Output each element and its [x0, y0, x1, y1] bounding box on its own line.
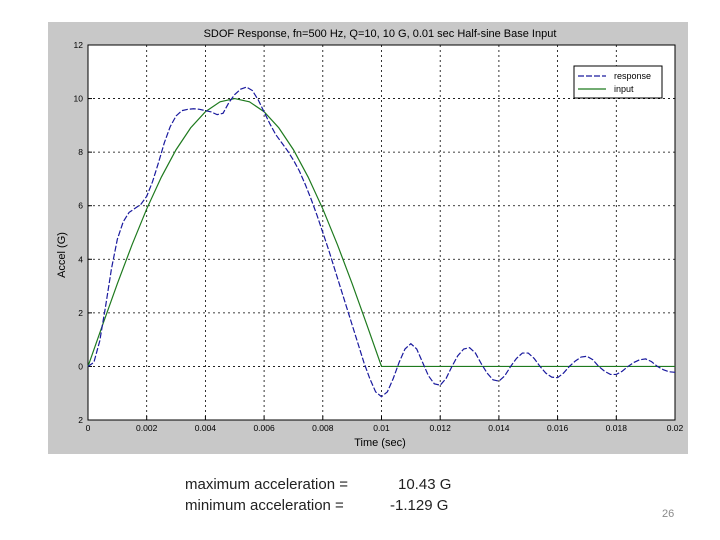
y-tick-label: 2 — [78, 415, 83, 425]
x-tick-label: 0.01 — [373, 423, 390, 433]
x-tick-label: 0 — [86, 423, 91, 433]
chart-title: SDOF Response, fn=500 Hz, Q=10, 10 G, 0.… — [204, 28, 557, 40]
y-axis-label: Accel (G) — [56, 232, 68, 278]
max-acceleration-value: 10.43 G — [398, 476, 452, 493]
x-tick-label: 0.004 — [195, 423, 217, 433]
legend-label-response: response — [614, 71, 651, 81]
x-tick-label: 0.016 — [547, 423, 569, 433]
x-tick-label: 0.006 — [253, 423, 275, 433]
series-line-response — [87, 86, 676, 398]
legend-label-input: input — [614, 84, 634, 94]
figure-panel: 0 0.002 0.004 0.006 0.008 0.01 0.012 0.014 0.016… — [48, 22, 688, 454]
y-tick-label: 12 — [74, 40, 84, 50]
min-acceleration-value: -1.129 G — [390, 497, 449, 514]
min-acceleration-label: minimum acceleration = — [185, 497, 344, 514]
max-acceleration-label: maximum acceleration = — [185, 476, 348, 493]
y-tick-label: 6 — [78, 201, 83, 211]
legend-box — [573, 65, 663, 99]
y-tick-label: 4 — [78, 254, 83, 264]
y-tick-label: 10 — [74, 94, 84, 104]
series-line-input — [87, 97, 675, 368]
x-tick-label: 0.002 — [136, 423, 158, 433]
chart: 0 0.002 0.004 0.006 0.008 0.01 0.012 0.014 0.016… — [56, 28, 684, 449]
y-tick-label: 8 — [78, 147, 83, 157]
x-tick-label: 0.02 — [667, 423, 684, 433]
slide-number: 26 — [662, 508, 675, 520]
x-axis-label: Time (sec) — [354, 437, 406, 449]
x-tick-label: 0.008 — [312, 423, 334, 433]
plot-area — [87, 44, 676, 421]
y-tick-label: 2 — [78, 308, 83, 318]
x-tick-label: 0.014 — [488, 423, 510, 433]
x-tick-label: 0.018 — [606, 423, 628, 433]
x-tick-label: 0.012 — [430, 423, 452, 433]
y-tick-label: 0 — [78, 361, 83, 371]
